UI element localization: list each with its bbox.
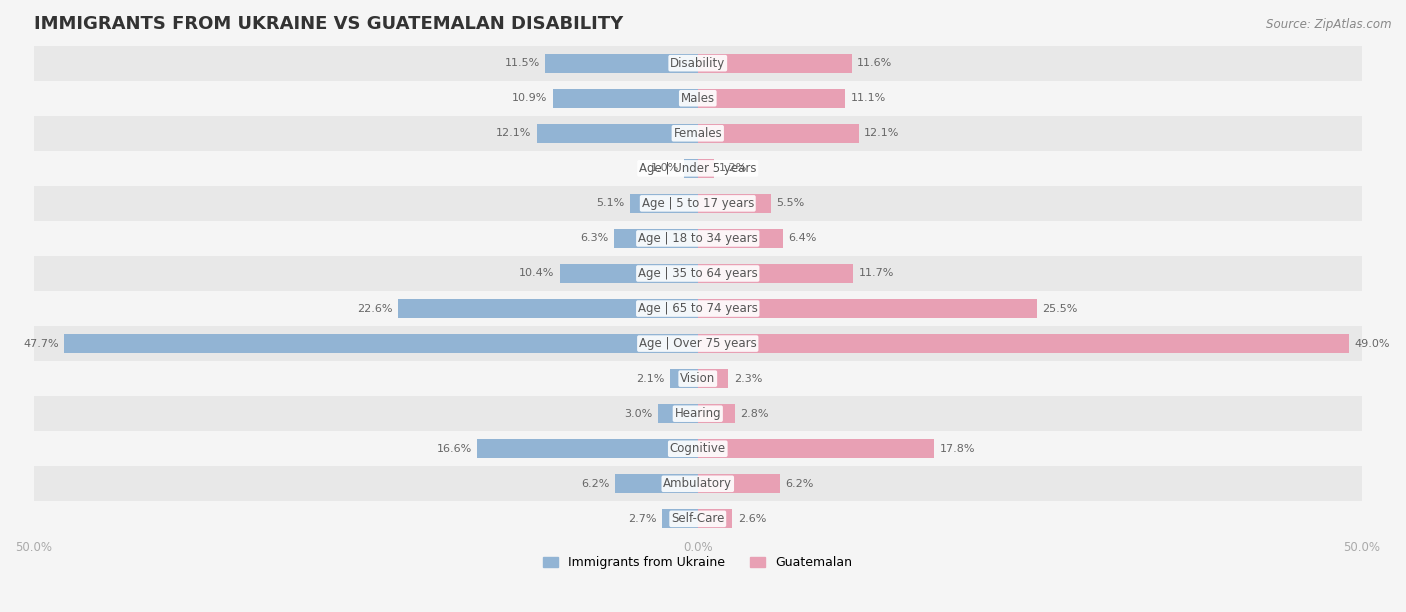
Text: 11.7%: 11.7% bbox=[859, 269, 894, 278]
Bar bbox=[697, 334, 1348, 353]
Bar bbox=[553, 89, 697, 108]
Bar bbox=[34, 291, 1362, 326]
Bar bbox=[560, 264, 697, 283]
Text: 49.0%: 49.0% bbox=[1354, 338, 1389, 349]
Bar bbox=[477, 439, 697, 458]
Text: 12.1%: 12.1% bbox=[496, 129, 531, 138]
Text: Age | 35 to 64 years: Age | 35 to 64 years bbox=[638, 267, 758, 280]
Text: 11.1%: 11.1% bbox=[851, 93, 886, 103]
Bar bbox=[697, 229, 783, 248]
Bar bbox=[697, 264, 853, 283]
Bar bbox=[697, 299, 1036, 318]
Text: 10.4%: 10.4% bbox=[519, 269, 554, 278]
Bar bbox=[34, 116, 1362, 151]
Text: Self-Care: Self-Care bbox=[671, 512, 724, 525]
Text: 3.0%: 3.0% bbox=[624, 409, 652, 419]
Text: 17.8%: 17.8% bbox=[939, 444, 976, 453]
Bar bbox=[616, 474, 697, 493]
Bar bbox=[34, 151, 1362, 186]
Bar bbox=[697, 159, 714, 178]
Bar bbox=[697, 369, 728, 388]
Text: Age | Over 75 years: Age | Over 75 years bbox=[638, 337, 756, 350]
Bar bbox=[669, 369, 697, 388]
Bar bbox=[34, 501, 1362, 536]
Legend: Immigrants from Ukraine, Guatemalan: Immigrants from Ukraine, Guatemalan bbox=[538, 551, 858, 574]
Bar bbox=[34, 431, 1362, 466]
Bar bbox=[34, 396, 1362, 431]
Text: 2.1%: 2.1% bbox=[636, 374, 665, 384]
Bar bbox=[34, 81, 1362, 116]
Bar bbox=[685, 159, 697, 178]
Text: 11.6%: 11.6% bbox=[858, 58, 893, 68]
Text: 6.2%: 6.2% bbox=[582, 479, 610, 489]
Bar bbox=[398, 299, 697, 318]
Text: Age | 65 to 74 years: Age | 65 to 74 years bbox=[638, 302, 758, 315]
Text: 16.6%: 16.6% bbox=[437, 444, 472, 453]
Text: 5.1%: 5.1% bbox=[596, 198, 624, 209]
Text: Age | 5 to 17 years: Age | 5 to 17 years bbox=[641, 197, 754, 210]
Text: Hearing: Hearing bbox=[675, 407, 721, 420]
Text: 6.3%: 6.3% bbox=[581, 233, 609, 244]
Text: 47.7%: 47.7% bbox=[22, 338, 59, 349]
Text: 6.4%: 6.4% bbox=[789, 233, 817, 244]
Bar bbox=[697, 124, 859, 143]
Bar bbox=[34, 221, 1362, 256]
Text: 1.0%: 1.0% bbox=[651, 163, 679, 173]
Text: Males: Males bbox=[681, 92, 714, 105]
Text: 22.6%: 22.6% bbox=[357, 304, 392, 313]
Bar bbox=[662, 509, 697, 529]
Bar bbox=[65, 334, 697, 353]
Text: 2.6%: 2.6% bbox=[738, 514, 766, 524]
Text: 1.2%: 1.2% bbox=[718, 163, 748, 173]
Text: 5.5%: 5.5% bbox=[776, 198, 804, 209]
Text: 2.7%: 2.7% bbox=[628, 514, 657, 524]
Bar bbox=[697, 194, 770, 213]
Bar bbox=[537, 124, 697, 143]
Bar bbox=[697, 509, 733, 529]
Bar bbox=[630, 194, 697, 213]
Text: 2.3%: 2.3% bbox=[734, 374, 762, 384]
Text: Cognitive: Cognitive bbox=[669, 442, 725, 455]
Text: Females: Females bbox=[673, 127, 723, 140]
Text: Age | Under 5 years: Age | Under 5 years bbox=[638, 162, 756, 175]
Text: Disability: Disability bbox=[671, 57, 725, 70]
Bar bbox=[34, 466, 1362, 501]
Text: 6.2%: 6.2% bbox=[786, 479, 814, 489]
Bar bbox=[697, 474, 780, 493]
Bar bbox=[34, 326, 1362, 361]
Bar bbox=[697, 439, 934, 458]
Bar bbox=[34, 361, 1362, 396]
Text: Source: ZipAtlas.com: Source: ZipAtlas.com bbox=[1267, 18, 1392, 31]
Text: 25.5%: 25.5% bbox=[1042, 304, 1077, 313]
Text: Vision: Vision bbox=[681, 372, 716, 385]
Bar bbox=[697, 89, 845, 108]
Bar bbox=[658, 404, 697, 424]
Text: Ambulatory: Ambulatory bbox=[664, 477, 733, 490]
Bar bbox=[697, 404, 735, 424]
Bar bbox=[34, 46, 1362, 81]
Text: 12.1%: 12.1% bbox=[863, 129, 900, 138]
Text: 11.5%: 11.5% bbox=[505, 58, 540, 68]
Bar bbox=[546, 54, 697, 73]
Bar bbox=[697, 54, 852, 73]
Text: Age | 18 to 34 years: Age | 18 to 34 years bbox=[638, 232, 758, 245]
Text: IMMIGRANTS FROM UKRAINE VS GUATEMALAN DISABILITY: IMMIGRANTS FROM UKRAINE VS GUATEMALAN DI… bbox=[34, 15, 623, 33]
Bar bbox=[34, 186, 1362, 221]
Text: 10.9%: 10.9% bbox=[512, 93, 548, 103]
Bar bbox=[614, 229, 697, 248]
Text: 2.8%: 2.8% bbox=[741, 409, 769, 419]
Bar bbox=[34, 256, 1362, 291]
